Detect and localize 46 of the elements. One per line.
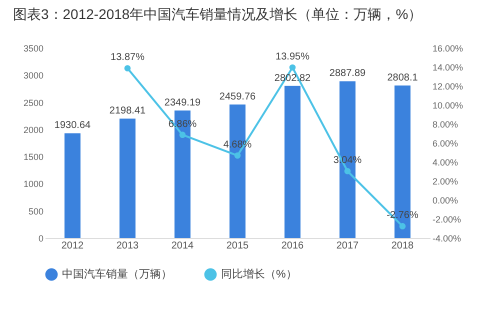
y2-tick-label: 0.00% — [432, 196, 458, 206]
y-tick-label: 3000 — [23, 70, 44, 81]
x-tick-label: 2017 — [336, 240, 360, 252]
y2-tick-label: 8.00% — [432, 120, 458, 130]
legend-label: 同比增长（%） — [221, 268, 297, 281]
chart-title: 图表3：2012-2018年中国汽车销量情况及增长（单位：万辆，%） — [12, 6, 422, 22]
data-label: 13.87% — [110, 52, 145, 64]
x-tick-label: 2014 — [171, 240, 194, 252]
y2-tick-label: 16.00% — [432, 44, 464, 54]
y2-tick-label: -2.00% — [432, 214, 462, 224]
y2-tick-label: 10.00% — [432, 100, 464, 110]
y-tick-label: 500 — [28, 206, 44, 216]
point — [399, 223, 406, 230]
x-tick-label: 2015 — [226, 240, 250, 252]
bar — [284, 86, 300, 238]
data-label: 2349.19 — [164, 97, 202, 108]
y2-tick-label: 14.00% — [432, 62, 464, 72]
data-label: 2198.41 — [109, 106, 146, 117]
x-tick-label: 2018 — [391, 240, 414, 252]
legend-label: 中国汽车销量（万辆） — [62, 268, 172, 281]
y2-tick-label: -4.00% — [432, 234, 462, 244]
y-tick-label: 0 — [38, 234, 44, 244]
y-tick-label: 3500 — [23, 44, 44, 54]
data-label: 13.95% — [276, 51, 310, 62]
point — [289, 64, 296, 71]
bar — [64, 133, 80, 238]
bar — [120, 118, 136, 238]
point — [124, 65, 131, 72]
y-tick-label: 1500 — [23, 152, 44, 162]
x-tick-label: 2012 — [61, 240, 84, 252]
y-tick-label: 1000 — [23, 179, 44, 190]
x-tick-label: 2016 — [281, 240, 304, 252]
y-tick-label: 2500 — [23, 98, 44, 108]
data-label: 2459.76 — [219, 91, 256, 102]
y2-tick-label: 2.00% — [432, 176, 458, 186]
data-label: 2808.1 — [387, 72, 418, 84]
y-tick-label: 2000 — [23, 124, 44, 135]
y2-tick-label: 4.00% — [432, 158, 458, 168]
data-label: 2887.89 — [329, 68, 366, 80]
point — [234, 152, 241, 159]
point — [179, 132, 186, 138]
point — [344, 168, 351, 174]
data-label: 1930.64 — [54, 120, 92, 132]
x-tick-label: 2013 — [116, 240, 140, 252]
y2-tick-label: 12.00% — [432, 82, 464, 92]
y2-tick-label: 6.00% — [432, 138, 458, 148]
